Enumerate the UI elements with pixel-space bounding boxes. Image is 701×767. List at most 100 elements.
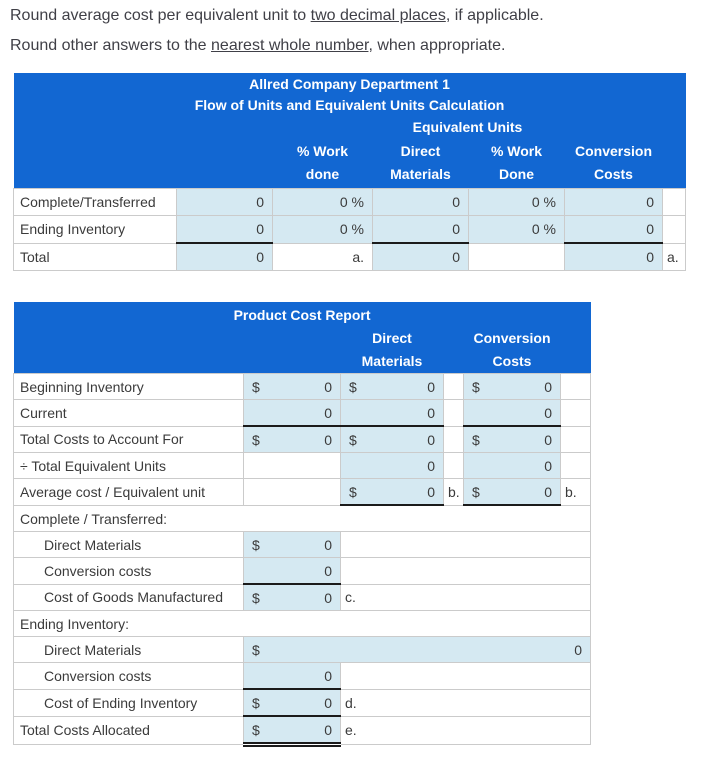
table-row: Current 0 0 0 — [13, 399, 592, 427]
letter-cell — [661, 188, 687, 216]
table1-group-header-equivalent-units: Equivalent Units — [272, 115, 663, 138]
table-row: Complete / Transferred: — [12, 504, 592, 532]
input-total-cc-units[interactable]: 0 — [564, 242, 663, 271]
input-complete-transferred-dm-units[interactable]: 0 — [372, 188, 469, 216]
input-current-total[interactable]: 0 — [243, 399, 341, 427]
cell-value: 0 — [574, 641, 583, 658]
letter-cell — [559, 399, 592, 427]
dollar-sign: $ — [252, 721, 260, 738]
input-ending-inventory-dm-units[interactable]: 0 — [372, 215, 469, 244]
letter-cell — [661, 215, 687, 244]
input-ending-inventory-pct-dm[interactable]: 0 % — [272, 215, 373, 244]
row-label-beginning-inventory: Beginning Inventory — [13, 373, 244, 400]
letter-a-conversion: a. — [661, 242, 687, 271]
letter-e: e. — [339, 715, 592, 745]
instruction-1-underlined: two decimal places — [310, 7, 446, 24]
table-row: Cost of Goods Manufactured $0 c. — [13, 583, 592, 611]
tail-cell — [339, 531, 592, 558]
cell-value: 0 — [324, 694, 332, 711]
input-total-costs-dm[interactable]: $0 — [340, 425, 444, 453]
input-equivalent-units-cc[interactable]: 0 — [463, 452, 561, 479]
instruction-2-tail: , when appropriate. — [368, 37, 506, 54]
row-label-ending-inventory: Ending Inventory — [13, 215, 177, 244]
table-row: ÷ Total Equivalent Units 0 0 — [13, 452, 592, 479]
table1-header-spacer — [662, 115, 686, 138]
table2-colhead-label — [13, 327, 244, 374]
table-row: Total 0 a. 0 0 a. — [13, 242, 687, 271]
dollar-sign: $ — [472, 378, 480, 395]
table-row: Total Costs to Account For $0 $0 $0 — [13, 425, 592, 453]
dollar-sign: $ — [252, 641, 260, 658]
instruction-line-1: Round average cost per equivalent unit t… — [10, 7, 544, 25]
input-ct-direct-materials[interactable]: $0 — [243, 531, 341, 558]
input-current-dm[interactable]: 0 — [340, 399, 444, 427]
table-row: Conversion costs 0 — [13, 662, 592, 690]
table-row: Ending Inventory: — [12, 610, 592, 637]
input-average-cost-dm[interactable]: $0 — [340, 478, 444, 506]
table1-colhead-direct-materials: Direct Materials — [372, 138, 469, 189]
dollar-sign: $ — [349, 431, 357, 448]
input-beginning-inventory-dm[interactable]: $0 — [340, 373, 444, 400]
table-row: Complete/Transferred 0 0 % 0 0 % 0 — [13, 188, 687, 216]
gap-cell — [443, 399, 464, 427]
input-total-units[interactable]: 0 — [176, 242, 273, 271]
input-beginning-inventory-cc[interactable]: $0 — [463, 373, 561, 400]
input-ending-inventory-pct-cc[interactable]: 0 % — [468, 215, 565, 244]
input-total-costs-cc[interactable]: $0 — [463, 425, 561, 453]
input-complete-transferred-cc-units[interactable]: 0 — [564, 188, 663, 216]
table2-colhead-total — [243, 327, 341, 374]
cell-value: 0 — [427, 378, 435, 395]
input-complete-transferred-pct-cc[interactable]: 0 % — [468, 188, 565, 216]
dollar-sign: $ — [252, 378, 260, 395]
table2-colhead-direct-materials: Direct Materials — [340, 327, 444, 374]
input-total-dm-units[interactable]: 0 — [372, 242, 469, 271]
table1-colhead-letter — [662, 138, 686, 189]
letter-cell — [559, 452, 592, 479]
table2-colhead-conversion-costs: Conversion Costs — [463, 327, 561, 374]
table1-colhead-units — [176, 138, 273, 189]
input-current-cc[interactable]: 0 — [463, 399, 561, 427]
dollar-sign: $ — [252, 431, 260, 448]
input-equivalent-units-dm[interactable]: 0 — [340, 452, 444, 479]
flow-of-units-table: Allred Company Department 1 Flow of Unit… — [13, 73, 687, 271]
section-ending-inventory: Ending Inventory: — [12, 610, 592, 637]
table1-title-line1: Allred Company Department 1 — [13, 73, 686, 94]
input-complete-transferred-pct-dm[interactable]: 0 % — [272, 188, 373, 216]
input-ending-inventory-cc-units[interactable]: 0 — [564, 215, 663, 244]
tail-cell — [339, 557, 592, 585]
row-label-current: Current — [13, 399, 244, 427]
row-label-ct-conversion-costs: Conversion costs — [13, 557, 244, 585]
empty-cell — [243, 452, 341, 479]
cell-value: 0 — [427, 431, 435, 448]
gap-cell — [443, 373, 464, 400]
row-label-total-equivalent-units: ÷ Total Equivalent Units — [13, 452, 244, 479]
input-total-costs-allocated[interactable]: $0 — [243, 715, 341, 747]
input-average-cost-cc[interactable]: $0 — [463, 478, 561, 506]
input-complete-transferred-units[interactable]: 0 — [176, 188, 273, 216]
table-row: Cost of Ending Inventory $0 d. — [13, 688, 592, 717]
table-row: Conversion costs 0 — [13, 557, 592, 585]
row-label-complete-transferred: Complete/Transferred — [13, 188, 177, 216]
input-ei-conversion-costs[interactable]: 0 — [243, 662, 341, 690]
table-row: Direct Materials $0 — [13, 636, 592, 663]
empty-cell — [468, 242, 565, 271]
input-cost-of-goods-manufactured[interactable]: $0 — [243, 583, 341, 611]
letter-d: d. — [339, 688, 592, 717]
dollar-sign: $ — [349, 483, 357, 500]
input-ct-conversion-costs[interactable]: 0 — [243, 557, 341, 585]
row-label-total-costs-allocated: Total Costs Allocated — [13, 715, 244, 745]
input-beginning-inventory-total[interactable]: $0 — [243, 373, 341, 400]
letter-a-units: a. — [272, 242, 373, 271]
row-label-average-cost-per-equivalent-unit: Average cost / Equivalent unit — [13, 478, 244, 506]
input-ending-inventory-units[interactable]: 0 — [176, 215, 273, 244]
table-row: Average cost / Equivalent unit $0 b. $0 … — [13, 478, 592, 506]
input-total-costs-total[interactable]: $0 — [243, 425, 341, 453]
table1-colhead-conversion-costs: Conversion Costs — [564, 138, 663, 189]
table1-colhead-label — [13, 138, 177, 189]
gap-cell — [443, 425, 464, 453]
input-cost-of-ending-inventory[interactable]: $0 — [243, 688, 341, 717]
dollar-sign: $ — [252, 536, 260, 553]
table2-title: Product Cost Report — [13, 302, 591, 327]
table-row: Total Costs Allocated $0 e. — [13, 715, 592, 747]
input-ei-direct-materials[interactable]: $0 — [242, 636, 592, 663]
